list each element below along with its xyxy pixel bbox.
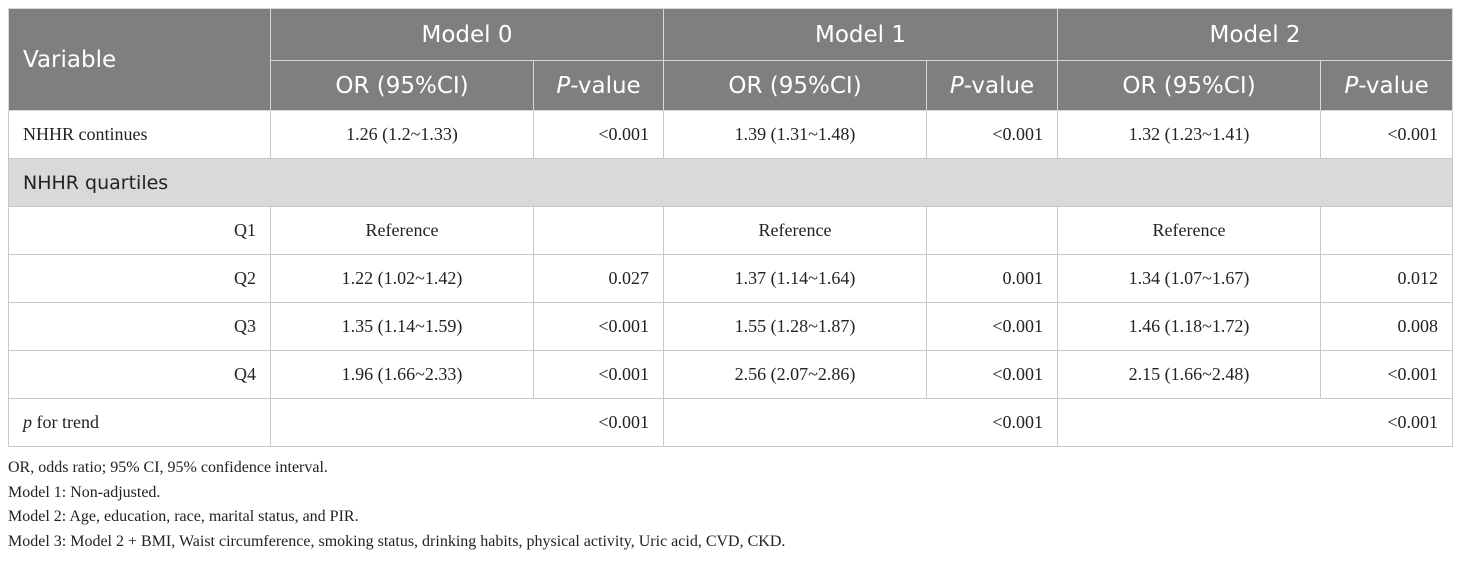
- row: Q3 1.35 (1.14~1.59) <0.001 1.55 (1.28~1.87)…: [8, 302, 1454, 351]
- cell: <0.001: [532, 302, 665, 351]
- cell: 0.012: [1320, 254, 1454, 303]
- cell: 2.15 (1.66~2.48): [1057, 350, 1322, 399]
- cell: 1.26 (1.2~1.33): [270, 110, 534, 159]
- cell: [926, 206, 1059, 255]
- cell: <0.001: [663, 398, 1059, 447]
- cell: <0.001: [1320, 350, 1454, 399]
- row: Q4 1.96 (1.66~2.33) <0.001 2.56 (2.07~2.86)…: [8, 350, 1454, 399]
- or-header: OR (95%CI): [663, 60, 928, 111]
- model-header: Model 0: [269, 8, 665, 61]
- cell: 1.32 (1.23~1.41): [1057, 110, 1322, 159]
- section-row: NHHR quartiles: [7, 158, 1454, 207]
- cell: 0.001: [926, 254, 1059, 303]
- row: Q2 1.22 (1.02~1.42) 0.027 1.37 (1.14~1.64) 0…: [8, 254, 1454, 303]
- cell: <0.001: [926, 350, 1059, 399]
- footnotes: OR, odds ratio; 95% CI, 95% confidence i…: [8, 456, 785, 554]
- header-cell: Variable: [8, 8, 271, 111]
- footnote: Model 3: Model 2 + BMI, Waist circumfere…: [8, 532, 786, 550]
- cell: Reference: [1057, 206, 1322, 255]
- cell: 1.35 (1.14~1.59): [270, 302, 534, 351]
- row-label: p for trend: [8, 398, 271, 447]
- text: for trend: [32, 412, 99, 432]
- text: -value: [570, 72, 641, 99]
- cell: <0.001: [926, 302, 1059, 351]
- model-header: Model 1: [663, 8, 1059, 61]
- p-header: P-value: [926, 60, 1059, 111]
- cell: 1.96 (1.66~2.33): [270, 350, 534, 399]
- row-label: Q1: [8, 206, 271, 255]
- cell: <0.001: [926, 110, 1059, 159]
- text: -value: [963, 72, 1035, 99]
- cell: 1.22 (1.02~1.42): [270, 254, 534, 303]
- text: -value: [1358, 72, 1429, 99]
- italic-text: P: [949, 72, 964, 99]
- cell: 1.46 (1.18~1.72): [1057, 302, 1322, 351]
- cell: 0.008: [1320, 302, 1454, 351]
- cell: <0.001: [532, 350, 665, 399]
- cell: [532, 206, 665, 255]
- cell: 1.55 (1.28~1.87): [663, 302, 928, 351]
- cell: 1.34 (1.07~1.67): [1057, 254, 1322, 303]
- header-row: Variable Model 0 Model 1 Model 2: [8, 8, 1454, 111]
- footnote: OR, odds ratio; 95% CI, 95% confidence i…: [8, 459, 328, 476]
- or-header: OR (95%CI): [270, 60, 534, 111]
- footnote: Model 1: Non-adjusted.: [8, 483, 161, 501]
- cell: 1.37 (1.14~1.64): [663, 254, 928, 303]
- italic-text: P: [1344, 72, 1359, 99]
- cell: 1.39 (1.31~1.48): [663, 110, 928, 159]
- row-label: Q4: [8, 350, 271, 399]
- cell: <0.001: [1057, 398, 1454, 447]
- cell: Reference: [663, 206, 928, 255]
- cell: <0.001: [269, 398, 665, 447]
- results-table: Variable Model 0 Model 1 Model 2 OR (95%CI) P…: [7, 8, 1454, 447]
- row-label: Q2: [8, 254, 271, 303]
- model-header: Model 2: [1057, 8, 1454, 61]
- row-label: NHHR continues: [8, 110, 271, 159]
- cell: 2.56 (2.07~2.86): [663, 350, 928, 399]
- row: NHHR continues 1.26 (1.2~1.33) <0.001 1.39 …: [8, 110, 1454, 159]
- p-header: P-value: [1320, 60, 1454, 111]
- or-header: OR (95%CI): [1057, 60, 1322, 111]
- cell: <0.001: [532, 110, 665, 159]
- p-header: P-value: [532, 60, 665, 111]
- row: Q1 Reference Reference Reference: [8, 206, 1454, 255]
- italic-text: p: [23, 412, 32, 432]
- italic-text: P: [556, 72, 571, 99]
- header-row: OR (95%CI) P-value OR (95%CI) P-value OR (95…: [9, 60, 1454, 111]
- footnote: Model 2: Age, education, race, marital s…: [8, 508, 359, 525]
- cell: 0.027: [532, 254, 665, 303]
- row: p for trend <0.001 <0.001 <0.001: [8, 398, 1454, 447]
- cell: <0.001: [1320, 110, 1454, 159]
- cell: Reference: [270, 206, 534, 255]
- section-label: NHHR quartiles: [7, 158, 1454, 207]
- row-label: Q3: [8, 302, 271, 351]
- cell: [1320, 206, 1454, 255]
